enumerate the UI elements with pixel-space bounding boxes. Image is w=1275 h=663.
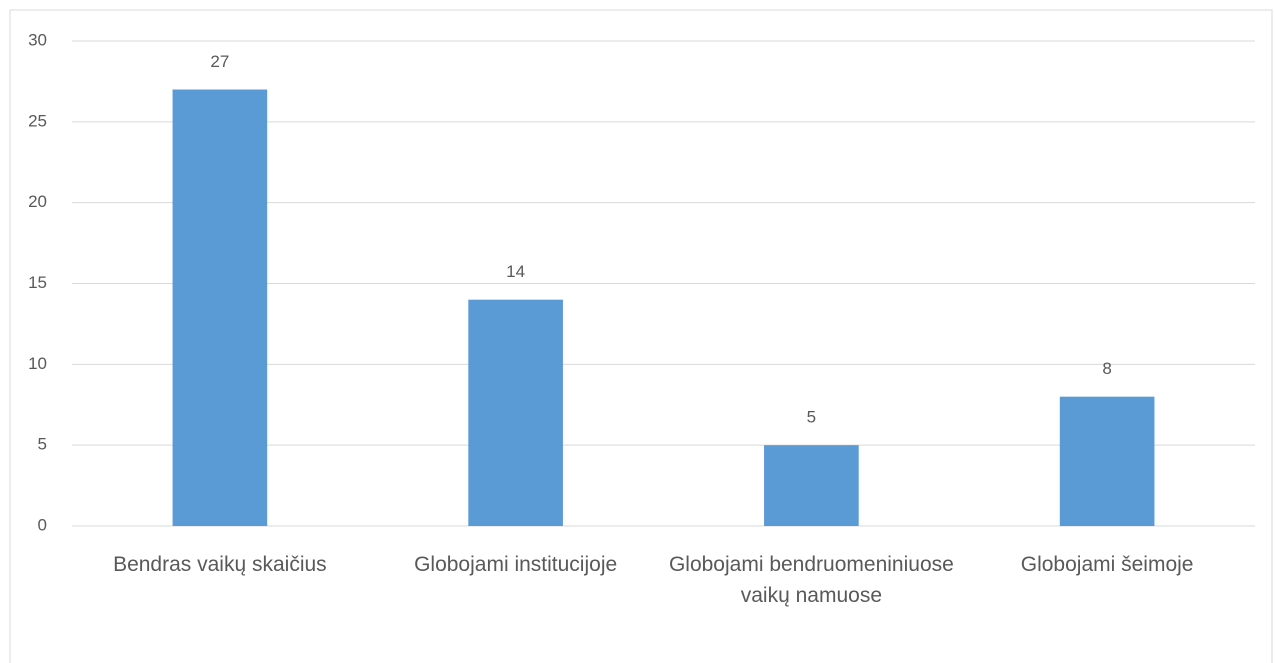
data-label: 14 <box>506 262 525 281</box>
y-tick-label: 15 <box>28 273 47 292</box>
y-tick-label: 30 <box>28 30 47 49</box>
x-tick-label: Globojami šeimoje <box>1020 553 1194 576</box>
bar <box>172 89 268 526</box>
x-tick-label: Globojami bendruomeniniuose vaikų namuos… <box>668 553 954 607</box>
y-tick-label: 5 <box>38 435 47 454</box>
bar <box>764 445 859 526</box>
data-label: 5 <box>807 408 816 427</box>
x-tick-label: Bendras vaikų skaičius <box>113 553 327 576</box>
y-tick-label: 0 <box>38 515 47 534</box>
y-tick-label: 20 <box>28 192 47 211</box>
y-tick-label: 10 <box>28 354 47 373</box>
data-label: 27 <box>210 52 229 71</box>
data-label: 8 <box>1102 359 1111 378</box>
bar <box>468 299 563 526</box>
chart-border <box>9 9 1273 663</box>
y-tick-label: 25 <box>28 111 47 130</box>
bar <box>1059 396 1155 526</box>
x-tick-label: Globojami institucijoje <box>414 553 618 576</box>
